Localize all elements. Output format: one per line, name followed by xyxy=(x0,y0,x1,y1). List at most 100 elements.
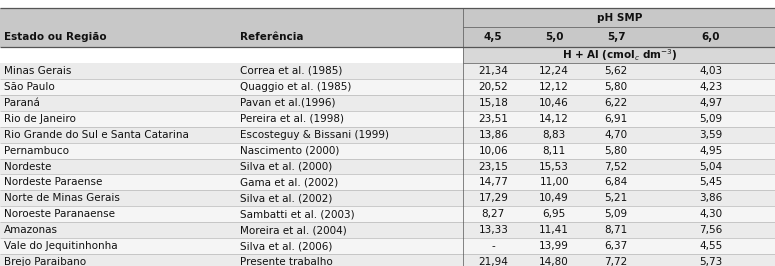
Bar xyxy=(0,190,775,206)
Text: São Paulo: São Paulo xyxy=(4,82,54,92)
Text: Escosteguy & Bissani (1999): Escosteguy & Bissani (1999) xyxy=(240,130,389,140)
Text: 14,80: 14,80 xyxy=(539,257,569,266)
Text: 4,70: 4,70 xyxy=(604,130,628,140)
Text: 12,12: 12,12 xyxy=(539,82,569,92)
Text: Pavan et al.(1996): Pavan et al.(1996) xyxy=(240,98,336,108)
Bar xyxy=(0,8,775,27)
Text: 5,62: 5,62 xyxy=(604,66,628,76)
Text: 5,09: 5,09 xyxy=(604,209,628,219)
Text: 3,86: 3,86 xyxy=(699,193,722,203)
Text: 6,95: 6,95 xyxy=(542,209,566,219)
Text: 6,22: 6,22 xyxy=(604,98,628,108)
Text: 4,30: 4,30 xyxy=(700,209,722,219)
Text: 5,21: 5,21 xyxy=(604,193,628,203)
Bar xyxy=(0,174,775,190)
Text: 6,91: 6,91 xyxy=(604,114,628,124)
Text: Sambatti et al. (2003): Sambatti et al. (2003) xyxy=(240,209,355,219)
Text: 5,45: 5,45 xyxy=(699,177,722,188)
Text: 5,09: 5,09 xyxy=(700,114,722,124)
Bar xyxy=(0,27,775,47)
Text: 3,59: 3,59 xyxy=(699,130,722,140)
Text: Rio de Janeiro: Rio de Janeiro xyxy=(4,114,76,124)
Text: 21,94: 21,94 xyxy=(478,257,508,266)
Text: 5,80: 5,80 xyxy=(604,146,628,156)
Text: Vale do Jequitinhonha: Vale do Jequitinhonha xyxy=(4,241,118,251)
Text: 8,11: 8,11 xyxy=(542,146,566,156)
Text: Referência: Referência xyxy=(240,32,304,42)
Text: Estado ou Região: Estado ou Região xyxy=(4,32,106,42)
Text: Silva et al. (2000): Silva et al. (2000) xyxy=(240,161,332,172)
Text: Pereira et al. (1998): Pereira et al. (1998) xyxy=(240,114,344,124)
Text: 11,00: 11,00 xyxy=(539,177,569,188)
Text: 4,5: 4,5 xyxy=(484,32,503,42)
Text: 15,53: 15,53 xyxy=(539,161,569,172)
Text: Quaggio et al. (1985): Quaggio et al. (1985) xyxy=(240,82,352,92)
Text: Correa et al. (1985): Correa et al. (1985) xyxy=(240,66,343,76)
Text: Minas Gerais: Minas Gerais xyxy=(4,66,71,76)
Text: Pernambuco: Pernambuco xyxy=(4,146,69,156)
Text: 4,95: 4,95 xyxy=(699,146,722,156)
Text: 5,73: 5,73 xyxy=(699,257,722,266)
Bar xyxy=(0,238,775,254)
Text: Noroeste Paranaense: Noroeste Paranaense xyxy=(4,209,115,219)
Bar xyxy=(0,127,775,143)
Text: 10,06: 10,06 xyxy=(478,146,508,156)
Text: 23,51: 23,51 xyxy=(478,114,508,124)
Text: Norte de Minas Gerais: Norte de Minas Gerais xyxy=(4,193,120,203)
Text: 5,0: 5,0 xyxy=(545,32,563,42)
Text: 10,46: 10,46 xyxy=(539,98,569,108)
Text: 6,84: 6,84 xyxy=(604,177,628,188)
Text: Brejo Paraibano: Brejo Paraibano xyxy=(4,257,86,266)
Text: Silva et al. (2006): Silva et al. (2006) xyxy=(240,241,332,251)
Text: 5,80: 5,80 xyxy=(604,82,628,92)
Text: -: - xyxy=(491,241,495,251)
Text: Silva et al. (2002): Silva et al. (2002) xyxy=(240,193,332,203)
Text: 17,29: 17,29 xyxy=(478,193,508,203)
Text: Paraná: Paraná xyxy=(4,98,40,108)
Text: 8,71: 8,71 xyxy=(604,225,628,235)
Text: 4,23: 4,23 xyxy=(699,82,722,92)
Text: 8,83: 8,83 xyxy=(542,130,566,140)
Bar xyxy=(0,159,775,174)
Text: 13,86: 13,86 xyxy=(478,130,508,140)
Text: 14,12: 14,12 xyxy=(539,114,569,124)
Text: H + Al (cmol$_c$ dm$^{-3}$): H + Al (cmol$_c$ dm$^{-3}$) xyxy=(562,47,677,63)
Bar xyxy=(0,79,775,95)
Text: 20,52: 20,52 xyxy=(478,82,508,92)
Text: 12,24: 12,24 xyxy=(539,66,569,76)
Text: 11,41: 11,41 xyxy=(539,225,569,235)
Text: Nascimento (2000): Nascimento (2000) xyxy=(240,146,339,156)
Text: Moreira et al. (2004): Moreira et al. (2004) xyxy=(240,225,347,235)
Text: 4,55: 4,55 xyxy=(699,241,722,251)
Text: 7,56: 7,56 xyxy=(699,225,722,235)
Text: 6,37: 6,37 xyxy=(604,241,628,251)
Bar xyxy=(0,63,775,79)
Text: Rio Grande do Sul e Santa Catarina: Rio Grande do Sul e Santa Catarina xyxy=(4,130,189,140)
Text: 10,49: 10,49 xyxy=(539,193,569,203)
Text: 14,77: 14,77 xyxy=(478,177,508,188)
Text: 13,33: 13,33 xyxy=(478,225,508,235)
Text: Presente trabalho: Presente trabalho xyxy=(240,257,333,266)
Text: Nordeste Paraense: Nordeste Paraense xyxy=(4,177,102,188)
Bar xyxy=(0,95,775,111)
Bar xyxy=(0,222,775,238)
Text: 4,97: 4,97 xyxy=(699,98,722,108)
Text: Nordeste: Nordeste xyxy=(4,161,51,172)
Text: Amazonas: Amazonas xyxy=(4,225,58,235)
Text: 13,99: 13,99 xyxy=(539,241,569,251)
Text: 5,04: 5,04 xyxy=(700,161,722,172)
Text: pH SMP: pH SMP xyxy=(597,13,642,23)
Text: 15,18: 15,18 xyxy=(478,98,508,108)
Bar xyxy=(0,206,775,222)
Text: 7,72: 7,72 xyxy=(604,257,628,266)
Text: 23,15: 23,15 xyxy=(478,161,508,172)
Text: 21,34: 21,34 xyxy=(478,66,508,76)
Bar xyxy=(0,111,775,127)
Bar xyxy=(463,47,775,63)
Text: 4,03: 4,03 xyxy=(700,66,722,76)
Text: 6,0: 6,0 xyxy=(702,32,720,42)
Bar xyxy=(0,254,775,266)
Text: Gama et al. (2002): Gama et al. (2002) xyxy=(240,177,339,188)
Bar xyxy=(0,143,775,159)
Text: 5,7: 5,7 xyxy=(607,32,625,42)
